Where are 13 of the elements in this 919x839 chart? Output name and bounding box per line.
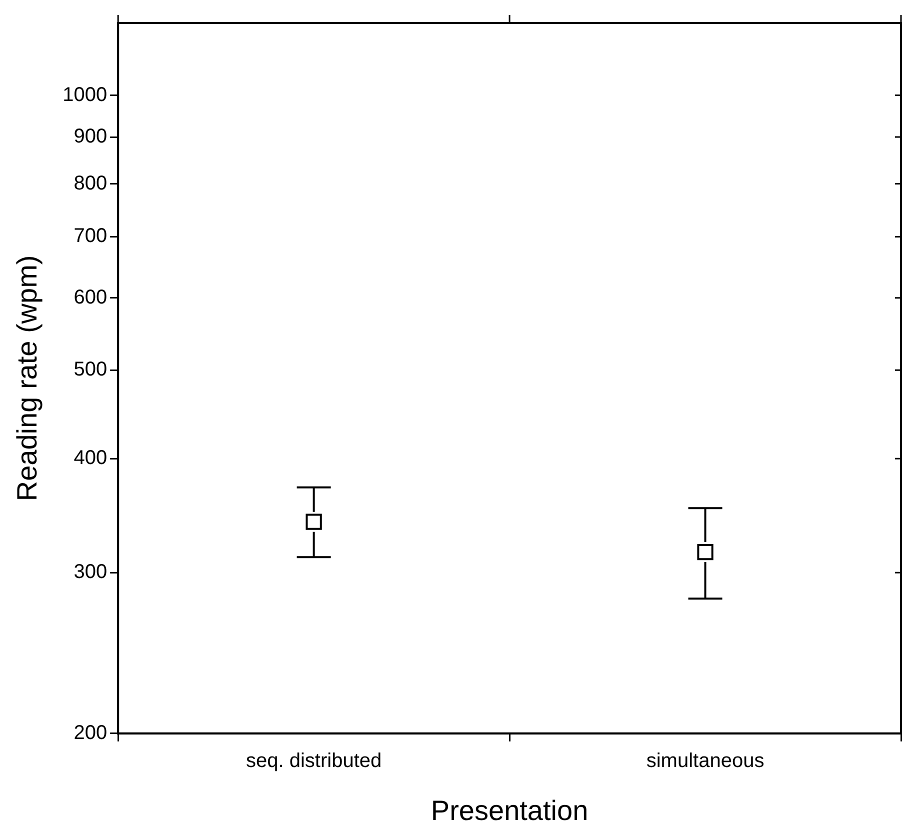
y-tick-label: 800 xyxy=(74,172,108,194)
y-tick-label: 700 xyxy=(74,225,108,248)
y-axis-title: Reading rate (wpm) xyxy=(12,255,43,502)
y-tick-label: 300 xyxy=(74,561,108,584)
x-tick-label: seq. distributed xyxy=(246,750,382,772)
x-axis-title: Presentation xyxy=(430,794,588,826)
y-tick-label: 200 xyxy=(74,722,108,744)
y-tick-label: 600 xyxy=(74,286,108,308)
y-tick-label: 1000 xyxy=(62,84,108,106)
y-tick-label: 400 xyxy=(74,447,108,470)
x-tick-label: simultaneous xyxy=(646,750,764,772)
y-tick-label: 500 xyxy=(74,358,108,381)
y-tick-label: 900 xyxy=(74,126,108,148)
